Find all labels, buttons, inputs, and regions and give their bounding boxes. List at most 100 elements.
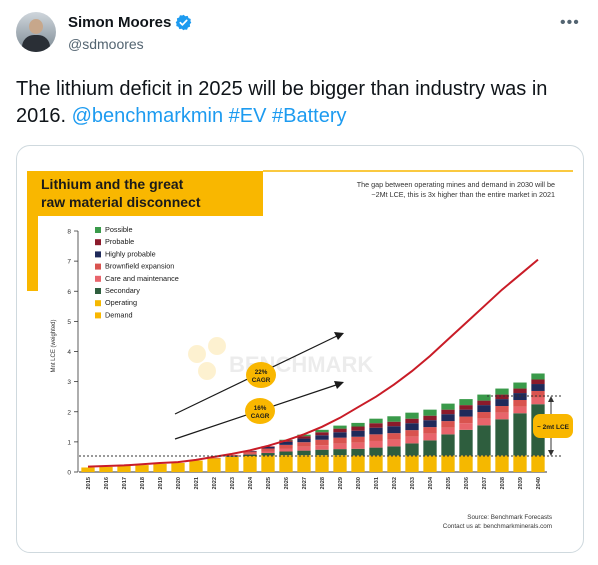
x-tick-label: 2034 xyxy=(428,476,434,489)
avatar-body xyxy=(22,35,50,52)
bar-segment-highly-probable xyxy=(369,427,383,435)
contact-note: Contact us at: benchmarkminerals.com xyxy=(443,523,552,530)
bar-segment-probable xyxy=(351,426,365,431)
mention-benchmarkmin[interactable]: @benchmarkmin xyxy=(71,105,224,127)
y-tick-label: 7 xyxy=(67,259,71,266)
bar-segment-possible xyxy=(513,382,527,389)
bar-segment-brownfield-expansion xyxy=(513,400,527,407)
bar-segment-operating xyxy=(153,463,167,472)
legend-item-label: Demand xyxy=(105,310,133,319)
bar-segment-probable xyxy=(405,418,419,424)
author-name[interactable]: Simon Moores xyxy=(68,14,172,31)
bar-segment-operating xyxy=(279,455,293,472)
legend-item-label: Operating xyxy=(105,298,137,307)
bar-segment-brownfield-expansion xyxy=(333,437,347,444)
bar-segment-probable xyxy=(297,436,311,439)
bar-segment-operating xyxy=(495,455,509,472)
legend-item-label: Secondary xyxy=(105,286,140,295)
watermark-logo-dot xyxy=(188,345,206,363)
bar-segment-brownfield-expansion xyxy=(351,436,365,443)
x-tick-label: 2016 xyxy=(104,477,110,489)
bar-segment-highly-probable xyxy=(297,438,311,443)
bar-segment-operating xyxy=(189,460,203,472)
legend-swatch xyxy=(95,239,101,246)
bar-segment-brownfield-expansion xyxy=(405,430,419,437)
watermark: BENCHMARK xyxy=(188,337,373,380)
more-horizontal-icon[interactable]: ••• xyxy=(560,14,580,31)
x-tick-label: 2025 xyxy=(266,477,272,489)
gap-arrow-head-up xyxy=(548,396,554,402)
cagr-16-label-line2: CAGR xyxy=(251,413,270,420)
x-tick-label: 2031 xyxy=(374,477,380,489)
bar-segment-secondary xyxy=(405,443,419,456)
x-tick-label: 2020 xyxy=(176,477,182,489)
bar-segment-care-and-maintenance xyxy=(513,406,527,414)
gap-arrow-head-down xyxy=(548,450,554,456)
bar-segment-highly-probable xyxy=(477,405,491,413)
bar-segment-operating xyxy=(225,456,239,472)
watermark-logo-dot xyxy=(198,362,216,380)
gap-label: ~ 2mt LCE xyxy=(537,424,570,431)
bar-segment-care-and-maintenance xyxy=(477,418,491,426)
bar-segment-secondary xyxy=(477,425,491,456)
bar-segment-operating xyxy=(441,455,455,472)
bar-segment-secondary xyxy=(369,447,383,456)
x-tick-label: 2029 xyxy=(338,477,344,489)
chart: Lithium and the great raw material disco… xyxy=(27,170,573,530)
bar-segment-care-and-maintenance xyxy=(261,451,275,454)
bar-segment-brownfield-expansion xyxy=(297,442,311,447)
bar-segment-brownfield-expansion xyxy=(261,448,275,452)
bar-segment-brownfield-expansion xyxy=(369,434,383,441)
x-tick-label: 2017 xyxy=(122,477,128,489)
bar-segment-brownfield-expansion xyxy=(477,412,491,419)
bar-segment-secondary xyxy=(261,453,275,456)
legend-swatch xyxy=(95,300,101,307)
bar-segment-probable xyxy=(369,423,383,428)
bar-segment-brownfield-expansion xyxy=(531,390,545,398)
bar-segment-secondary xyxy=(333,449,347,456)
cagr-22-badge xyxy=(246,362,276,388)
chart-subtitle-line1: The gap between operating mines and dema… xyxy=(357,180,555,189)
bar-segment-secondary xyxy=(297,450,311,456)
legend-swatch xyxy=(95,227,101,233)
x-tick-label: 2028 xyxy=(320,477,326,489)
hashtag-battery[interactable]: #Battery xyxy=(272,105,347,127)
bar-segment-operating xyxy=(351,455,365,472)
cagr-16-label-line1: 16% xyxy=(254,405,267,412)
bar-segment-brownfield-expansion xyxy=(423,427,437,434)
x-tick-label: 2019 xyxy=(158,477,164,489)
bar-segment-brownfield-expansion xyxy=(243,451,257,454)
legend: Possible Probable Highly probable Brownfiel… xyxy=(95,225,179,319)
bar-segment-highly-probable xyxy=(279,441,293,445)
bar-segment-highly-probable xyxy=(405,423,419,431)
bar-segment-probable xyxy=(459,405,473,410)
bar-segment-operating xyxy=(171,462,185,472)
y-axis: 0 1 2 3 4 5 6 7 8 xyxy=(67,229,79,477)
bar-segment-operating xyxy=(459,455,473,472)
avatar[interactable] xyxy=(16,12,56,52)
chart-title-line1: Lithium and the great xyxy=(41,176,184,192)
bar-segment-brownfield-expansion xyxy=(495,406,509,413)
bar-segment-possible xyxy=(333,425,347,429)
author-handle[interactable]: @sdmoores xyxy=(68,36,144,52)
bar-segment-care-and-maintenance xyxy=(495,412,509,420)
y-tick-label: 4 xyxy=(67,349,71,356)
hashtag-ev[interactable]: #EV xyxy=(228,105,267,127)
bar-segment-possible xyxy=(477,394,491,401)
x-tick-label: 2032 xyxy=(392,477,398,489)
bar-segment-probable xyxy=(495,394,509,400)
tweet-media[interactable]: Lithium and the great raw material disco… xyxy=(16,145,584,553)
bar-segment-highly-probable xyxy=(423,420,437,428)
bar-segment-care-and-maintenance xyxy=(315,445,329,450)
bar-segment-secondary xyxy=(513,413,527,456)
bar-segment-care-and-maintenance xyxy=(387,439,401,447)
bar-segment-possible xyxy=(441,403,455,410)
legend-swatch xyxy=(95,312,101,319)
bar-segment-operating xyxy=(423,455,437,472)
bar-segment-possible xyxy=(369,418,383,424)
bar-segment-operating xyxy=(531,455,545,472)
header-band xyxy=(27,171,263,216)
chart-title-line2: raw material disconnect xyxy=(41,194,201,210)
x-tick-label: 2027 xyxy=(302,477,308,489)
bar-segment-highly-probable xyxy=(495,399,509,407)
